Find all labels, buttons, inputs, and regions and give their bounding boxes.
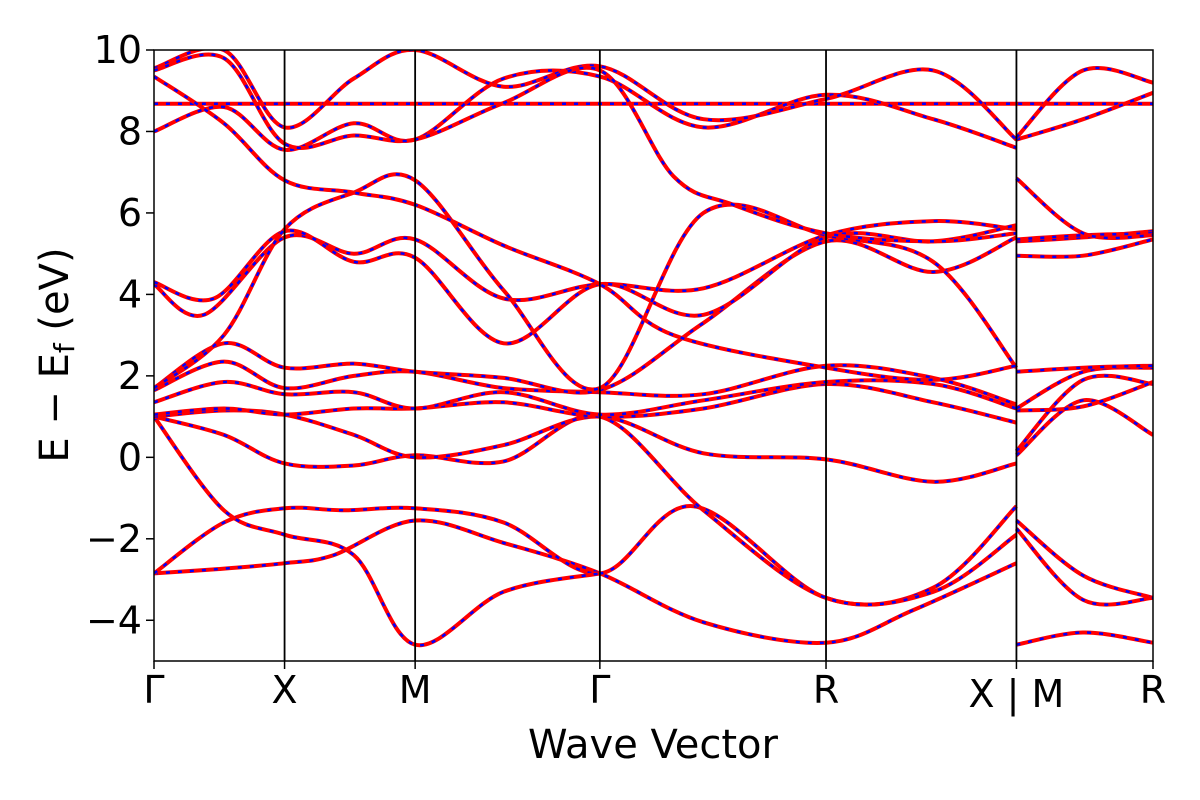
band-30-dashed xyxy=(1016,91,1153,141)
y-tick-label: 0 xyxy=(118,435,142,479)
x-tick-label: Γ xyxy=(589,668,610,712)
y-tick-label: 6 xyxy=(118,191,142,235)
y-tick-label: 10 xyxy=(94,28,142,72)
x-tick-label: X | M xyxy=(969,672,1065,717)
band-22-dashed xyxy=(1015,374,1153,453)
band-17-dashed xyxy=(154,53,1017,243)
y-tick-label: 4 xyxy=(118,272,142,316)
band-7-dashed xyxy=(154,382,1017,424)
band-13-dashed xyxy=(154,173,1018,391)
y-tick-label: 2 xyxy=(118,354,142,398)
y-axis-label-subscript: f xyxy=(48,342,81,353)
y-tick-label: −4 xyxy=(86,598,142,642)
band-3-dashed xyxy=(154,504,1018,606)
band-13-solid xyxy=(154,172,1018,392)
y-tick-label: −2 xyxy=(86,517,142,561)
y-axis-ticks: −4 −2 0 2 4 6 8 10 xyxy=(86,28,154,642)
band-8-dashed xyxy=(154,379,1017,416)
band-14-solid xyxy=(154,68,1018,152)
x-axis-ticks: Γ X M Γ R X | M R xyxy=(143,661,1166,717)
band-2-solid xyxy=(154,518,1018,645)
band-12-solid xyxy=(154,223,1017,346)
band-23-dashed xyxy=(1016,380,1153,412)
y-axis-label-main: E − E xyxy=(32,353,78,463)
x-tick-label: X xyxy=(272,668,298,712)
y-axis-label-unit: (eV) xyxy=(32,247,78,343)
band-lines xyxy=(154,50,1153,648)
band-3-solid xyxy=(154,504,1018,607)
x-tick-label: R xyxy=(1140,668,1166,712)
band-20-dashed xyxy=(1015,527,1153,606)
band-8-solid xyxy=(154,378,1017,417)
x-tick-label: M xyxy=(399,668,432,712)
x-tick-label: Γ xyxy=(143,668,164,712)
band-4-solid xyxy=(154,415,601,648)
band-14-dashed xyxy=(154,69,1017,152)
band-6-dashed xyxy=(154,409,1017,484)
band-25-dashed xyxy=(1016,364,1153,374)
band-4-dashed xyxy=(154,415,601,647)
band-18-dashed xyxy=(1016,631,1153,646)
band-26-dashed xyxy=(1016,238,1153,259)
band-19-solid xyxy=(1015,518,1153,600)
band-10-dashed xyxy=(154,236,1017,394)
band-31-solid xyxy=(1014,66,1153,140)
band-6-solid xyxy=(154,408,1017,484)
band-16-solid xyxy=(154,50,1018,142)
x-tick-label: R xyxy=(813,668,839,712)
band-29-solid xyxy=(1015,176,1153,240)
band-29-dashed xyxy=(1015,177,1153,240)
high-symmetry-lines xyxy=(283,50,1018,661)
band-9-dashed xyxy=(154,360,1017,406)
band-21-dashed xyxy=(1015,399,1153,457)
band-5-dashed xyxy=(154,414,1018,606)
y-axis-label: E − Ef (eV) xyxy=(32,247,81,462)
x-axis-label: Wave Vector xyxy=(528,722,779,768)
plot-frame xyxy=(153,49,1154,662)
band-2-dashed xyxy=(154,519,1017,645)
band-18-solid xyxy=(1016,630,1153,647)
band-28-dashed xyxy=(1016,232,1153,241)
band-15-dashed xyxy=(154,75,1017,382)
band-19-dashed xyxy=(1015,519,1153,600)
y-tick-label: 8 xyxy=(118,109,142,153)
band-22-solid xyxy=(1014,373,1153,453)
